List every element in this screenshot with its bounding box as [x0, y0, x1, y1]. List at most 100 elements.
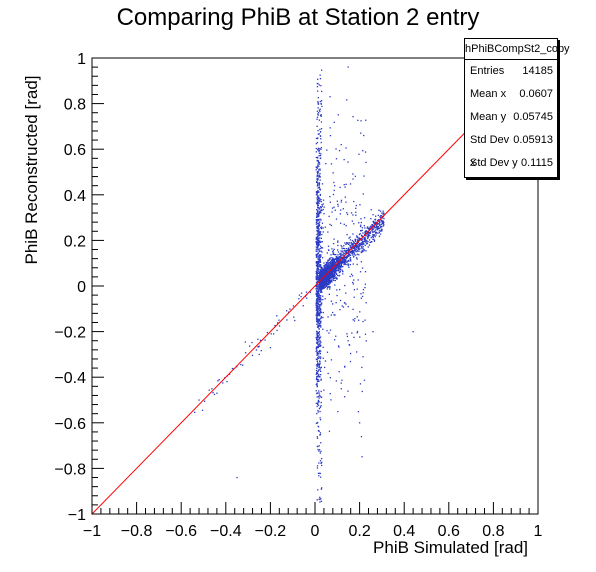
data-point	[320, 255, 322, 257]
data-point	[350, 273, 353, 275]
data-point	[333, 261, 335, 263]
data-point	[362, 232, 364, 234]
data-point	[318, 380, 320, 382]
data-point	[318, 238, 320, 240]
data-point	[317, 260, 319, 262]
data-point	[318, 228, 320, 230]
data-point	[347, 306, 349, 308]
data-point	[374, 221, 376, 223]
data-point	[315, 241, 317, 243]
data-point	[329, 280, 331, 282]
data-point	[318, 320, 321, 322]
data-point	[333, 248, 335, 250]
data-point	[360, 436, 363, 438]
data-point	[316, 385, 318, 387]
data-point	[360, 229, 362, 232]
data-point	[365, 250, 367, 252]
data-point	[315, 347, 318, 349]
data-point	[330, 359, 333, 361]
data-point	[328, 272, 330, 274]
data-point	[365, 302, 367, 304]
data-point	[335, 158, 338, 160]
data-point	[309, 291, 312, 293]
data-point	[363, 379, 366, 381]
data-point	[372, 230, 374, 232]
data-point	[318, 284, 321, 286]
data-point	[317, 345, 319, 347]
data-point	[317, 97, 319, 99]
data-point	[344, 261, 346, 263]
data-point	[315, 342, 318, 344]
data-point	[321, 272, 323, 275]
data-point	[357, 119, 359, 121]
data-point	[355, 207, 357, 209]
data-point	[321, 222, 324, 224]
data-point	[353, 223, 355, 225]
data-point	[340, 255, 342, 257]
data-point	[320, 227, 322, 229]
data-point	[257, 338, 259, 340]
data-point	[319, 189, 322, 191]
data-point	[336, 289, 338, 291]
data-point	[318, 269, 320, 271]
data-point	[358, 222, 360, 224]
data-point	[316, 284, 319, 286]
data-point	[324, 366, 326, 369]
data-point	[367, 232, 369, 234]
data-point	[348, 252, 350, 254]
data-point	[317, 258, 319, 260]
data-point	[317, 219, 320, 222]
data-point	[317, 302, 319, 305]
data-point	[331, 272, 333, 274]
y-tick-label: −0.4	[54, 370, 86, 387]
data-point	[366, 233, 368, 235]
data-point	[370, 241, 372, 243]
data-point	[276, 329, 278, 332]
data-point	[369, 241, 371, 243]
data-point	[347, 66, 349, 68]
y-tick-label: −1	[68, 507, 86, 524]
data-point	[328, 332, 330, 334]
data-point	[335, 257, 337, 260]
data-point	[318, 213, 320, 215]
data-point	[331, 207, 334, 209]
data-point	[318, 321, 320, 323]
data-point	[332, 258, 334, 260]
data-point	[325, 278, 327, 280]
data-point	[353, 336, 355, 338]
data-point	[326, 268, 328, 270]
data-point	[375, 234, 377, 236]
data-point	[320, 141, 322, 144]
data-point	[339, 268, 342, 271]
data-point	[319, 260, 321, 262]
data-point	[315, 246, 317, 248]
data-point	[315, 242, 317, 244]
data-point	[381, 226, 383, 228]
data-point	[351, 249, 354, 252]
data-point	[327, 273, 330, 275]
data-point	[317, 204, 320, 207]
data-point	[325, 263, 327, 265]
data-point	[340, 252, 342, 254]
data-point	[329, 96, 331, 98]
data-point	[322, 281, 324, 283]
data-point	[316, 380, 319, 382]
data-point	[339, 259, 341, 261]
data-point	[319, 311, 321, 313]
data-point	[318, 281, 320, 284]
data-point	[340, 250, 342, 252]
data-point	[325, 275, 327, 277]
data-point	[323, 389, 325, 391]
data-point	[318, 340, 320, 342]
data-point	[317, 270, 319, 272]
data-point	[331, 211, 333, 213]
data-point	[315, 248, 317, 250]
data-point	[316, 332, 319, 334]
data-point	[352, 308, 354, 310]
data-point	[316, 231, 319, 233]
data-point	[361, 227, 363, 229]
data-point	[329, 286, 331, 288]
data-point	[328, 279, 331, 281]
data-point	[328, 264, 330, 266]
data-point	[319, 472, 321, 475]
